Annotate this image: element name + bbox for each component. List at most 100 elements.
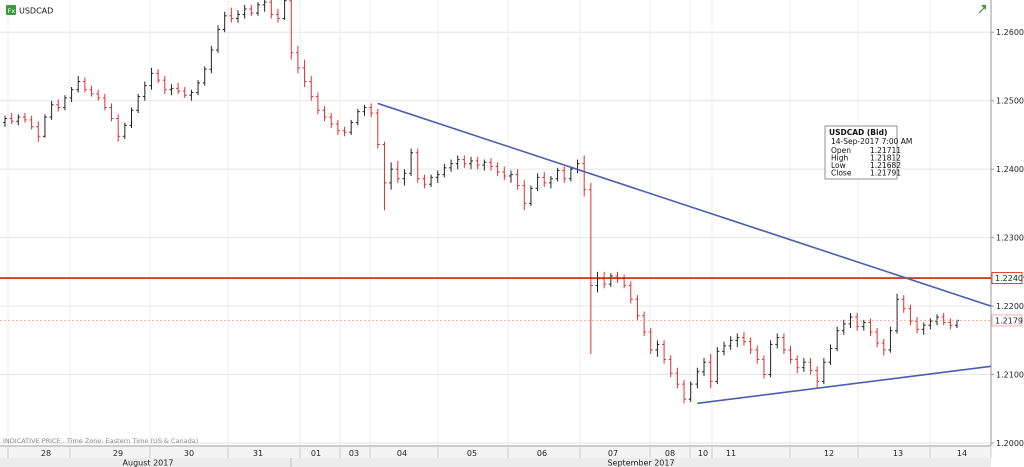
candle bbox=[542, 171, 547, 187]
candle bbox=[901, 295, 906, 313]
candle bbox=[56, 99, 61, 112]
candle bbox=[495, 162, 500, 176]
candle bbox=[908, 304, 913, 326]
trendlines bbox=[377, 102, 992, 405]
candle bbox=[548, 176, 553, 189]
resistance-tag-label: 1.22409 bbox=[995, 274, 1024, 283]
x-month-label: August 2017 bbox=[123, 459, 174, 467]
candle bbox=[642, 311, 647, 337]
x-axis-day-labels: 28 29 30 31 01 03 04 05 06 07 08 10 11 12 13 14 bbox=[7, 447, 992, 458]
candle bbox=[702, 358, 707, 376]
x-day-label: 10 bbox=[698, 449, 708, 458]
candle bbox=[122, 122, 127, 140]
candle bbox=[282, 0, 287, 20]
candle bbox=[236, 10, 241, 23]
price-tags: 1.22409 1.21791 bbox=[991, 272, 1024, 327]
candle bbox=[848, 312, 853, 328]
candle bbox=[3, 115, 7, 127]
candle bbox=[748, 337, 753, 354]
candle bbox=[209, 45, 214, 74]
candle bbox=[295, 45, 300, 74]
candle bbox=[16, 114, 21, 126]
candle bbox=[655, 340, 660, 357]
candle bbox=[449, 159, 454, 172]
candle bbox=[435, 170, 440, 183]
candle bbox=[662, 340, 667, 364]
candle bbox=[229, 7, 234, 23]
x-axis-month-labels: August 2017 September 2017 bbox=[123, 458, 675, 467]
y-tick-label: 1.25000 bbox=[996, 97, 1024, 106]
expand-icon[interactable] bbox=[978, 5, 987, 14]
candle bbox=[69, 87, 74, 103]
x-day-label: 04 bbox=[397, 449, 407, 458]
candle bbox=[349, 119, 354, 135]
y-tick-label: 1.20000 bbox=[996, 439, 1024, 448]
candle bbox=[808, 358, 813, 375]
day-axis-band bbox=[0, 447, 991, 458]
candle bbox=[675, 367, 680, 389]
candle bbox=[415, 148, 420, 183]
candle bbox=[289, 0, 294, 60]
candle bbox=[9, 113, 14, 124]
candle bbox=[768, 340, 773, 378]
info-row-value: 1.21791 bbox=[870, 169, 901, 178]
candle bbox=[36, 121, 41, 142]
info-row-value: 1.21711 bbox=[870, 146, 901, 155]
x-day-label: 05 bbox=[467, 449, 477, 458]
candle bbox=[342, 126, 347, 137]
candle bbox=[102, 93, 107, 111]
candle bbox=[156, 69, 161, 83]
candle bbox=[275, 8, 280, 23]
candle bbox=[895, 293, 900, 334]
candlestick-series bbox=[3, 0, 959, 404]
candle bbox=[735, 333, 740, 348]
candle bbox=[648, 327, 653, 354]
candle bbox=[875, 327, 880, 348]
candle bbox=[682, 380, 687, 404]
candle bbox=[62, 95, 67, 111]
candle bbox=[169, 84, 174, 96]
x-day-label: 31 bbox=[253, 449, 263, 458]
candle bbox=[196, 80, 201, 96]
candle bbox=[355, 108, 360, 126]
candle bbox=[568, 166, 573, 182]
candle bbox=[915, 317, 920, 334]
x-day-label: 03 bbox=[349, 449, 359, 458]
candle bbox=[182, 87, 187, 98]
candle bbox=[608, 273, 613, 287]
candle bbox=[708, 354, 713, 389]
candle bbox=[362, 104, 367, 116]
candle bbox=[781, 333, 786, 354]
resistance-tag-box bbox=[991, 272, 1023, 284]
candle bbox=[935, 314, 940, 326]
candle bbox=[369, 103, 374, 118]
y-tick-label: 1.26000 bbox=[996, 28, 1024, 37]
candle bbox=[695, 367, 700, 389]
y-tick-label: 1.22000 bbox=[996, 302, 1024, 311]
candle bbox=[375, 108, 380, 149]
candle bbox=[881, 338, 886, 356]
candle bbox=[176, 82, 181, 94]
candle bbox=[402, 169, 407, 186]
info-row-value: 1.21682 bbox=[870, 161, 901, 170]
candle bbox=[741, 332, 746, 346]
candle bbox=[588, 182, 593, 354]
candle bbox=[142, 81, 147, 101]
y-tick-label: 1.23000 bbox=[996, 234, 1024, 243]
candle bbox=[422, 174, 427, 189]
candle bbox=[688, 381, 693, 402]
descending-trendline bbox=[377, 102, 992, 307]
candle bbox=[149, 67, 154, 90]
candle bbox=[49, 100, 54, 120]
candle bbox=[116, 114, 121, 142]
candle bbox=[508, 170, 513, 183]
candle bbox=[628, 281, 633, 304]
info-title: USDCAD (Bid) bbox=[829, 128, 887, 137]
candle bbox=[389, 162, 394, 190]
candle bbox=[216, 25, 221, 53]
candle bbox=[775, 333, 780, 349]
candle bbox=[582, 155, 587, 197]
x-day-label: 28 bbox=[41, 449, 51, 458]
candle bbox=[821, 358, 826, 385]
